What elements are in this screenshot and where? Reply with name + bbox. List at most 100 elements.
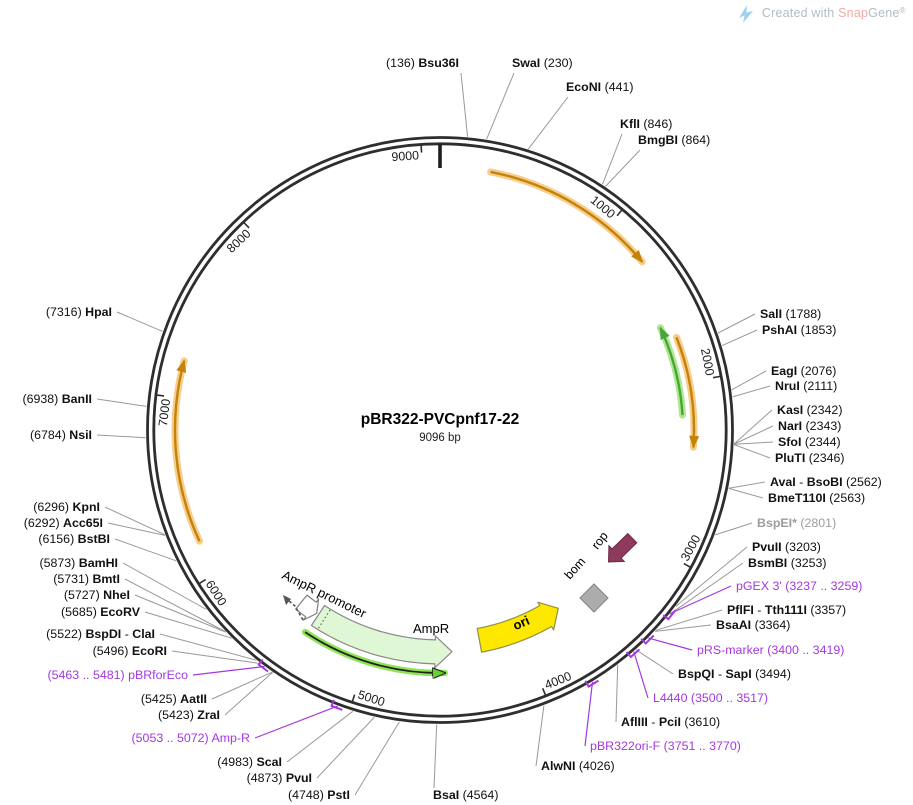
AmpR-orf-arrow[interactable] — [304, 631, 445, 673]
enzyme-label-BmtI[interactable]: (5731) BmtI — [53, 572, 120, 586]
leader-BspEI — [715, 522, 753, 536]
enzyme-label-NsiI[interactable]: (6784) NsiI — [30, 428, 92, 442]
AmpR-promoter-feature-arrow[interactable] — [295, 594, 320, 621]
primer-label-pBR322ori-F-3751-3770[interactable]: pBR322ori-F (3751 .. 3770) — [590, 739, 741, 753]
leader-BmeT110I — [728, 487, 764, 499]
rop-label[interactable]: rop — [589, 529, 611, 552]
leader-ZraI — [224, 671, 273, 716]
primer-label-5053-5072-Amp-R[interactable]: (5053 .. 5072) Amp-R — [132, 731, 251, 745]
leader-pRS-marker-3400-3419 — [648, 637, 693, 651]
ampr-label[interactable]: AmpR — [413, 621, 449, 636]
enzyme-label-EcoRI[interactable]: (5496) EcoRI — [93, 644, 167, 658]
cds-arc-top-halo — [487, 168, 646, 266]
enzyme-label-EagI[interactable]: EagI (2076) — [771, 364, 836, 378]
enzyme-label-NarI[interactable]: NarI (2343) — [778, 419, 841, 433]
leader-PvuI — [316, 716, 375, 779]
leader-BmgBI — [605, 149, 641, 187]
bom-label[interactable]: bom — [562, 555, 589, 582]
leader-SwaI — [486, 72, 515, 140]
enzyme-label-PstI[interactable]: (4748) PstI — [288, 788, 350, 802]
enzyme-label-KpnI[interactable]: (6296) KpnI — [33, 500, 100, 514]
leader-BamHI — [122, 562, 207, 610]
enzyme-label-PflFI[interactable]: PflFI - Tth111I (3357) — [727, 603, 846, 617]
enzyme-label-ZraI[interactable]: (5423) ZraI — [158, 708, 220, 722]
enzyme-label-BstBI[interactable]: (6156) BstBI — [38, 532, 110, 546]
enzyme-label-BsaAI[interactable]: BsaAI (3364) — [716, 618, 790, 632]
rop-feature-arrow[interactable] — [607, 532, 638, 563]
enzyme-label-BanII[interactable]: (6938) BanII — [22, 392, 92, 406]
enzyme-label-PvuII[interactable]: PvuII (3203) — [752, 540, 821, 554]
snapgene-logo-icon — [739, 5, 753, 23]
ori-feature-arrow[interactable] — [476, 601, 559, 653]
enzyme-label-BspQI[interactable]: BspQI - SapI (3494) — [678, 667, 791, 681]
enzyme-label-HpaI[interactable]: (7316) HpaI — [46, 305, 112, 319]
leader-BmtI — [124, 578, 226, 632]
leader-pBR322ori-F-3751-3770 — [584, 681, 594, 747]
leader-BsaI — [433, 724, 438, 789]
scale-label-7000: 7000 — [156, 398, 173, 427]
enzyme-label-BmeT110I[interactable]: BmeT110I (2563) — [768, 491, 865, 505]
enzyme-label-BspEI[interactable]: BspEI* (2801) — [757, 516, 836, 530]
leader-AlwNI — [535, 705, 545, 767]
bom-feature-diamond[interactable] — [579, 583, 609, 613]
enzyme-label-Bsu36I[interactable]: (136) Bsu36I — [386, 56, 459, 70]
enzyme-label-SfoI[interactable]: SfoI (2344) — [778, 435, 841, 449]
enzyme-label-AvaI[interactable]: AvaI - BsoBI (2562) — [770, 475, 882, 489]
cds-arc-right-forward[interactable] — [675, 336, 700, 449]
leader-PstI — [354, 721, 400, 796]
enzyme-label-NruI[interactable]: NruI (2111) — [775, 379, 837, 393]
watermark-text: Created with SnapGene® — [762, 5, 907, 20]
cds-arc-left[interactable] — [173, 359, 201, 542]
enzyme-label-PvuI[interactable]: (4873) PvuI — [247, 771, 312, 785]
cds-arc-top[interactable] — [490, 170, 644, 263]
enzyme-label-BsmBI[interactable]: BsmBI (3253) — [748, 556, 827, 570]
scale-label-4000: 4000 — [543, 669, 574, 692]
enzyme-label-PluTI[interactable]: PluTI (2346) — [775, 451, 845, 465]
enzyme-label-Acc65I[interactable]: (6292) Acc65I — [24, 516, 103, 530]
plasmid-title: pBR322-PVCpnf17-22 — [361, 411, 520, 428]
primer-mark-5463-5481-pBRforEco — [257, 658, 269, 673]
leader-NsiI — [96, 434, 146, 439]
leader-ScaI — [286, 710, 354, 763]
cds-arc-right-reverse[interactable] — [659, 326, 684, 416]
primer-label-5463-5481-pBRforEco[interactable]: (5463 .. 5481) pBRforEco — [47, 668, 188, 682]
leader-BspQI — [635, 649, 674, 675]
enzyme-label-ScaI[interactable]: (4983) ScaI — [217, 755, 282, 769]
enzyme-label-BspDI[interactable]: (5522) BspDI - ClaI — [46, 627, 155, 641]
leader-Bsu36I — [460, 72, 469, 137]
primer-mark-pRS-marker-3400-3419 — [640, 634, 655, 645]
leader-BstBI — [114, 538, 177, 562]
enzyme-label-EcoRV[interactable]: (5685) EcoRV — [61, 605, 141, 619]
leader-BanII — [96, 398, 147, 407]
AmpR-feature-arrow[interactable] — [310, 604, 453, 669]
scale-label-9000: 9000 — [391, 148, 420, 164]
features-layer — [171, 168, 700, 673]
snapgene-watermark: Created with SnapGene® — [739, 5, 907, 23]
enzyme-label-AflIII[interactable]: AflIII - PciI (3610) — [621, 715, 720, 729]
enzyme-label-KasI[interactable]: KasI (2342) — [777, 403, 842, 417]
enzyme-label-KflI[interactable]: KflI (846) — [620, 117, 672, 131]
enzyme-label-BsaI[interactable]: BsaI (4564) — [433, 788, 498, 802]
enzyme-label-EcoNI[interactable]: EcoNI (441) — [566, 80, 634, 94]
leader-5463-5481-pBRforEco — [192, 665, 265, 676]
leader-SalI — [717, 313, 756, 334]
primer-label-pRS-marker-3400-3419[interactable]: pRS-marker (3400 .. 3419) — [697, 643, 844, 657]
enzyme-label-AatII[interactable]: (5425) AatII — [141, 692, 207, 706]
primer-label-L4440-3500-3517[interactable]: L4440 (3500 .. 3517) — [653, 691, 768, 705]
scale-label-2000: 2000 — [698, 347, 717, 377]
enzyme-label-PshAI[interactable]: PshAI (1853) — [762, 323, 836, 337]
enzyme-label-SalI[interactable]: SalI (1788) — [760, 307, 821, 321]
primer-mark-pBR322ori-F-3751-3770 — [584, 679, 599, 688]
enzyme-label-AlwNI[interactable]: AlwNI (4026) — [541, 759, 615, 773]
enzyme-label-SwaI[interactable]: SwaI (230) — [512, 56, 573, 70]
enzyme-label-BamHI[interactable]: (5873) BamHI — [39, 556, 118, 570]
enzyme-label-NheI[interactable]: (5727) NheI — [64, 588, 130, 602]
enzyme-label-BmgBI[interactable]: BmgBI (864) — [638, 133, 710, 147]
scale-tick-5000 — [351, 694, 356, 703]
ori-label[interactable]: ori — [511, 613, 532, 633]
leader-L4440-3500-3517 — [633, 651, 649, 699]
leader-EcoRV — [144, 611, 232, 639]
primer-label-pGEX-3'-3237-3259[interactable]: pGEX 3' (3237 .. 3259) — [736, 579, 862, 593]
leader-EcoNI — [527, 96, 569, 150]
